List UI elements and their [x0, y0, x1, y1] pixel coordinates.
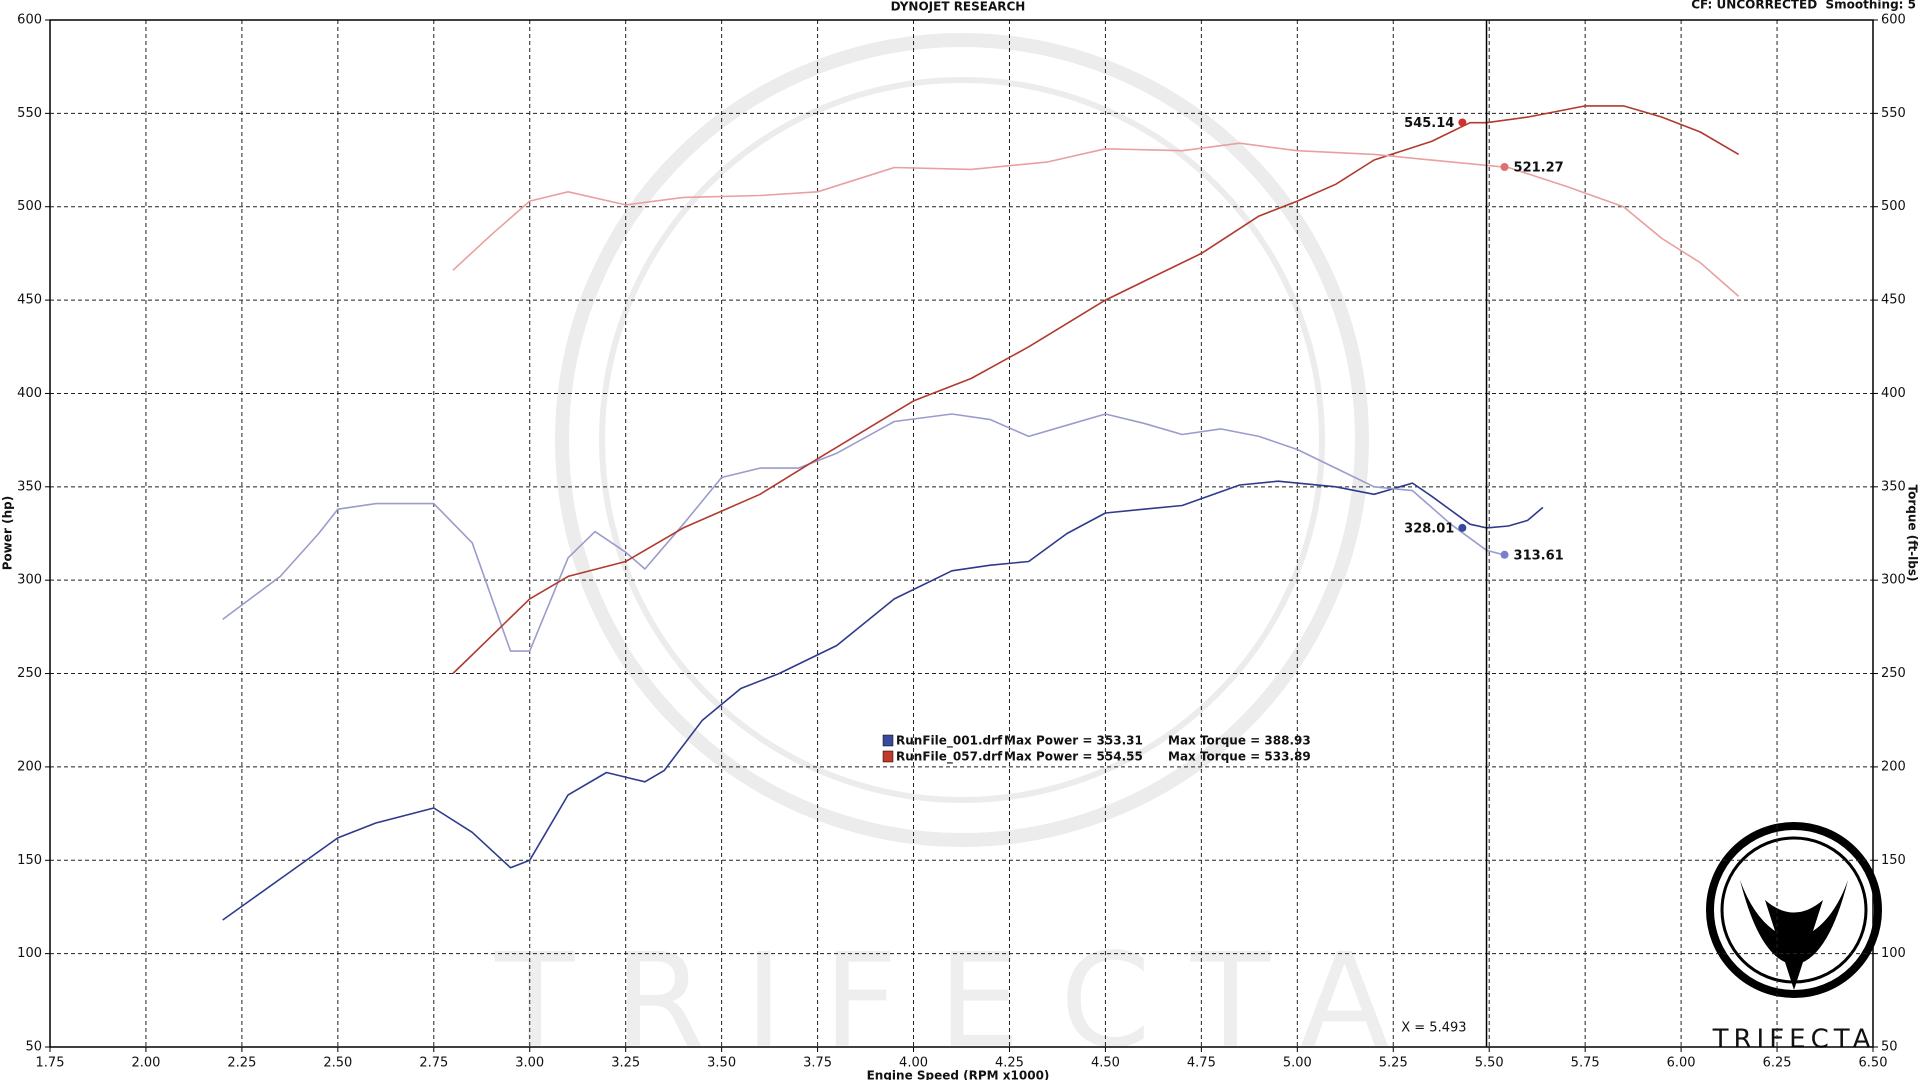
logo [1706, 822, 1882, 998]
y2-tick-label: 100 [1881, 946, 1906, 961]
y-tick-label: 400 [17, 386, 42, 401]
watermark: TRIFECTA [494, 925, 1429, 1077]
x-tick-label: 6.25 [1763, 1056, 1792, 1071]
y2-tick-label: 50 [1881, 1040, 1898, 1055]
x-tick-label: 3.50 [707, 1056, 736, 1071]
x-axis-title: Engine Speed (RPM x1000) [867, 1069, 1050, 1080]
series-line [222, 413, 1501, 652]
x-tick-label: 3.25 [611, 1056, 640, 1071]
y2-tick-label: 400 [1881, 386, 1906, 401]
series-line [222, 480, 1544, 921]
y-tick-label: 500 [17, 199, 42, 214]
watermark-emblem [555, 33, 1369, 847]
chart-subtitle: CF: UNCORRECTED Smoothing: 5 [1691, 0, 1916, 12]
x-tick-label: 1.75 [36, 1056, 65, 1071]
x-tick-label: 4.50 [1091, 1056, 1120, 1071]
marker [1500, 550, 1509, 559]
marker [1458, 118, 1467, 127]
logo-text: TRIFECTA [1712, 1025, 1876, 1055]
y-tick-label: 150 [17, 853, 42, 868]
x-tick-label: 3.00 [515, 1056, 544, 1071]
x-tick-label: 4.25 [995, 1056, 1024, 1071]
legend-max-torque: Max Torque = 533.89 [1168, 750, 1311, 764]
x-tick-label: 3.75 [803, 1056, 832, 1071]
y2-tick-label: 150 [1881, 853, 1906, 868]
y-axis-title: Power (hp) [1, 496, 15, 570]
x-tick-label: 2.50 [323, 1056, 352, 1071]
marker-label: 545.14 [1404, 116, 1454, 131]
marker [1500, 163, 1509, 172]
y-tick-label: 550 [17, 106, 42, 121]
y2-tick-label: 600 [1881, 13, 1906, 28]
y2-tick-label: 500 [1881, 199, 1906, 214]
series-line [452, 142, 1740, 298]
x-tick-label: 4.75 [1187, 1056, 1216, 1071]
y-tick-label: 350 [17, 479, 42, 494]
legend-max-power: Max Power = 554.55 [1004, 750, 1143, 764]
legend-swatch [882, 750, 894, 763]
legend-swatch [882, 734, 894, 747]
y2-tick-label: 300 [1881, 573, 1906, 588]
x-tick-label: 6.50 [1859, 1056, 1888, 1071]
plot-frame [49, 19, 1874, 1048]
cursor-label: X = 5.493 [1401, 1021, 1466, 1036]
y2-tick-label: 250 [1881, 666, 1906, 681]
x-tick-label: 5.75 [1571, 1056, 1600, 1071]
x-tick-label: 4.00 [899, 1056, 928, 1071]
y-tick-label: 50 [25, 1040, 42, 1055]
y-tick-label: 300 [17, 573, 42, 588]
x-tick-label: 2.25 [227, 1056, 256, 1071]
y-tick-label: 200 [17, 759, 42, 774]
y2-tick-label: 200 [1881, 759, 1906, 774]
legend-max-torque: Max Torque = 388.93 [1168, 734, 1311, 748]
y2-tick-label: 450 [1881, 293, 1906, 308]
x-tick-label: 5.50 [1475, 1056, 1504, 1071]
y-tick-label: 250 [17, 666, 42, 681]
marker [1458, 523, 1467, 532]
y-tick-label: 100 [17, 946, 42, 961]
y2-axis-title: Torque (ft-lbs) [1906, 485, 1920, 582]
legend-name: RunFile_057.drf [896, 750, 1003, 765]
x-tick-label: 2.00 [131, 1056, 160, 1071]
x-tick-label: 2.75 [419, 1056, 448, 1071]
marker-label: 313.61 [1514, 548, 1564, 563]
x-tick-label: 5.00 [1283, 1056, 1312, 1071]
y-tick-label: 450 [17, 293, 42, 308]
series-line [452, 105, 1740, 675]
x-tick-label: 5.25 [1379, 1056, 1408, 1071]
legend-name: RunFile_001.drf [896, 734, 1003, 749]
marker-label: 328.01 [1404, 521, 1454, 536]
y2-tick-label: 550 [1881, 106, 1906, 121]
marker-label: 521.27 [1514, 161, 1564, 176]
x-tick-label: 6.00 [1667, 1056, 1696, 1071]
legend-max-power: Max Power = 353.31 [1004, 734, 1143, 748]
chart-title: DYNOJET RESEARCH [891, 0, 1026, 14]
y2-tick-label: 350 [1881, 479, 1906, 494]
y-tick-label: 600 [17, 13, 42, 28]
